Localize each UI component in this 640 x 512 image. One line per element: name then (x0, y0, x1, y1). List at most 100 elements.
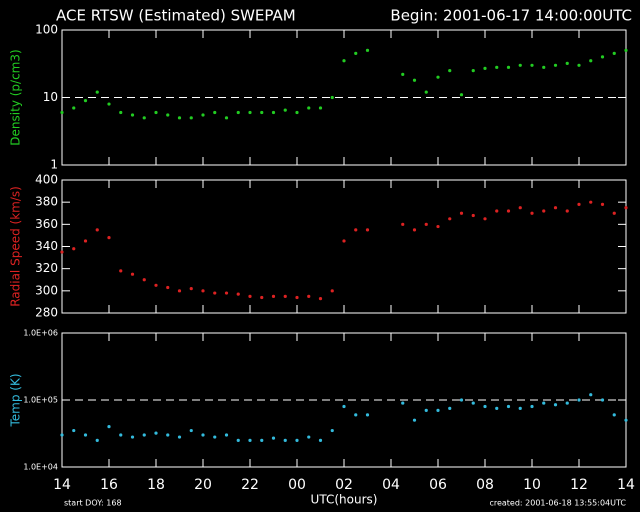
data-point (295, 110, 299, 115)
data-point (401, 401, 405, 405)
data-point (260, 438, 264, 442)
data-point (459, 398, 464, 402)
x-tick-label: 10 (523, 477, 541, 493)
data-point (542, 65, 546, 69)
data-point (177, 435, 182, 439)
data-point (142, 278, 146, 282)
data-point (201, 113, 205, 117)
data-point (142, 116, 146, 120)
data-point (60, 110, 64, 115)
data-point (166, 433, 170, 437)
y-tick-label: 1.0E+05 (23, 396, 58, 405)
data-point (342, 404, 346, 409)
y-tick-label: 300 (35, 283, 58, 297)
data-point (577, 398, 581, 402)
data-point (518, 406, 522, 410)
data-point (330, 95, 334, 100)
data-point (565, 401, 569, 405)
data-point (401, 72, 405, 76)
data-point (612, 51, 616, 56)
data-point (424, 408, 428, 412)
data-point (471, 401, 475, 405)
data-point (283, 108, 287, 112)
y-tick-label: 100 (35, 23, 58, 37)
x-tick-label: 06 (429, 477, 447, 493)
data-point (495, 406, 499, 410)
data-point (295, 295, 299, 300)
data-point (236, 438, 240, 442)
data-point (424, 90, 428, 94)
data-point (142, 433, 146, 437)
data-point (553, 63, 558, 67)
data-point (154, 110, 158, 115)
start-doy: start DOY: 168 (64, 499, 122, 508)
data-point (365, 228, 370, 232)
data-point (283, 438, 287, 442)
data-point (612, 413, 616, 417)
data-point (307, 294, 311, 298)
y-tick-label: 280 (35, 306, 58, 320)
data-point (401, 222, 405, 226)
data-point (72, 106, 76, 110)
data-point (530, 63, 534, 67)
data-point (295, 438, 299, 442)
data-point (354, 228, 358, 232)
data-point (624, 418, 628, 422)
data-point (95, 228, 99, 232)
data-point (107, 102, 111, 106)
x-axis-label: UTC(hours) (311, 493, 378, 507)
data-point (354, 51, 358, 56)
x-tick-label: 18 (147, 477, 165, 493)
data-point (83, 239, 88, 243)
data-point (189, 428, 193, 433)
data-point (506, 209, 511, 213)
data-point (459, 211, 464, 215)
data-point (589, 393, 593, 397)
x-tick-label: 14 (617, 477, 635, 493)
data-point (589, 200, 593, 204)
data-point (577, 63, 581, 67)
data-point (72, 428, 76, 433)
data-point (342, 59, 346, 63)
y-tick-label: 10 (43, 90, 58, 104)
data-point (260, 295, 264, 300)
data-point (448, 217, 452, 221)
data-point (213, 291, 217, 295)
data-point (83, 98, 88, 103)
data-point (177, 289, 182, 293)
data-point (189, 287, 193, 291)
data-point (83, 433, 88, 437)
x-tick-label: 16 (100, 477, 118, 493)
data-point (518, 63, 522, 67)
data-point (271, 110, 276, 115)
y-tick-label: 360 (35, 217, 58, 231)
data-point (283, 294, 287, 298)
data-point (60, 433, 64, 437)
data-point (624, 206, 628, 210)
data-point (365, 48, 370, 52)
data-point (119, 433, 123, 437)
data-point (483, 404, 487, 409)
data-point (459, 93, 464, 97)
data-point (412, 228, 417, 232)
data-point (624, 48, 628, 52)
y-tick-label: 1.0E+04 (23, 463, 58, 472)
y-tick-label: 380 (35, 195, 58, 209)
data-point (189, 116, 193, 120)
data-point (577, 202, 581, 206)
data-point (177, 116, 182, 120)
data-point (436, 408, 440, 412)
data-point (224, 433, 229, 437)
data-point (307, 106, 311, 110)
x-tick-label: 04 (382, 477, 400, 493)
data-point (330, 289, 334, 293)
created-time: created: 2001-06-18 13:55:04UTC (489, 499, 626, 508)
y-axis-label: Density (p/cm3) (9, 49, 23, 145)
data-point (236, 292, 240, 296)
data-point (448, 406, 452, 410)
data-point (330, 428, 334, 433)
data-point (248, 294, 252, 298)
data-point (130, 113, 135, 117)
data-point (154, 431, 158, 435)
